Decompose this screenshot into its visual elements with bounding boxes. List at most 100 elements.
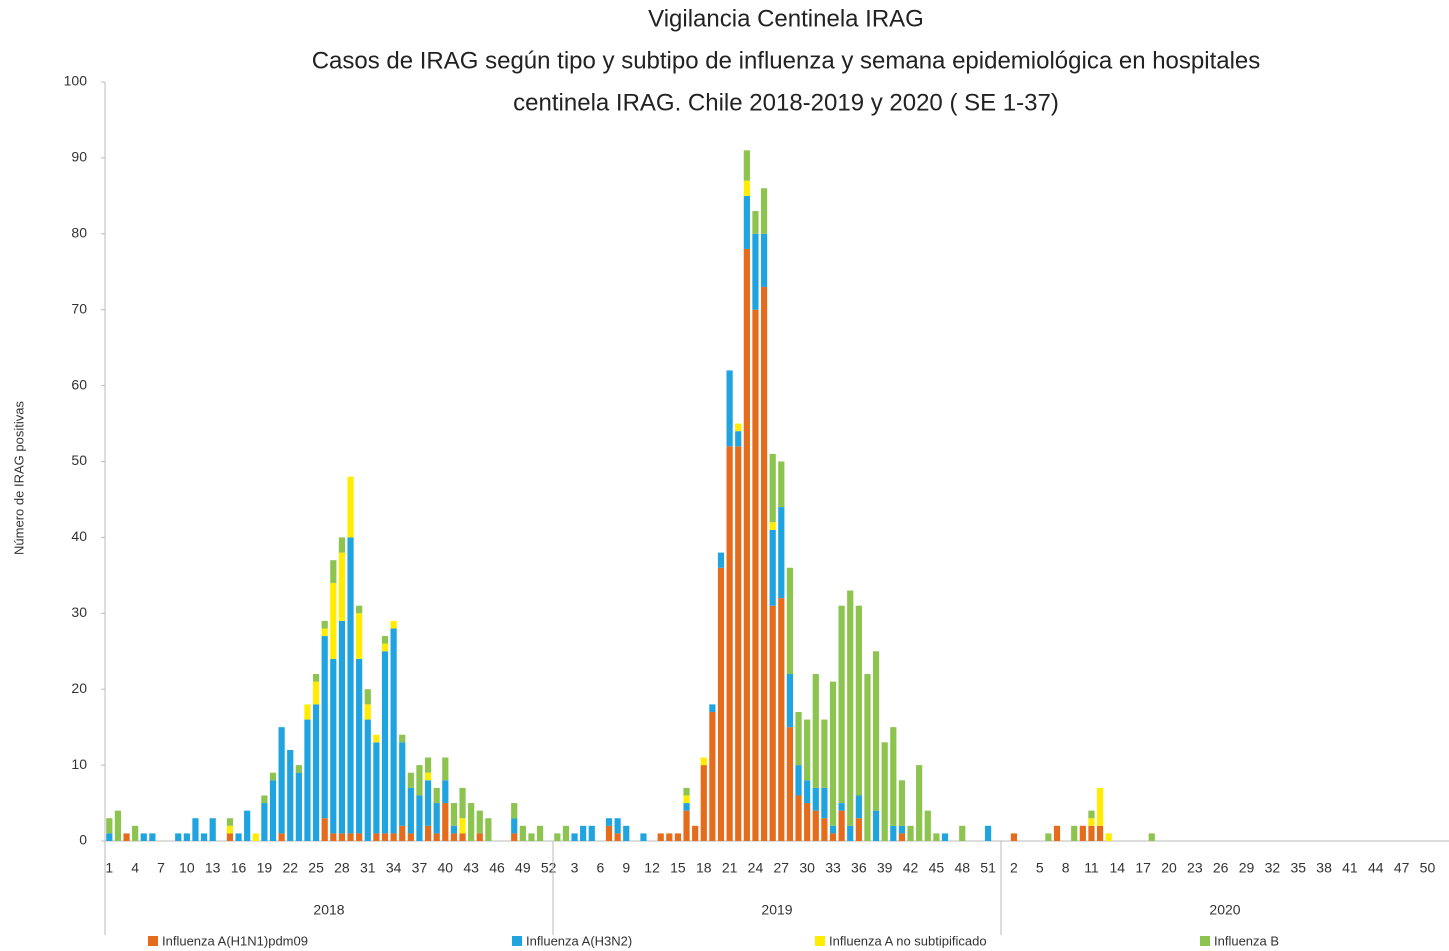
bar-segment xyxy=(407,833,414,841)
x-tick-label: 36 xyxy=(851,860,867,876)
bar-segment xyxy=(261,795,268,804)
bar-segment xyxy=(571,833,578,841)
bar-segment xyxy=(356,605,363,614)
bar-segment xyxy=(717,552,725,568)
x-tick-label: 14 xyxy=(1110,860,1126,876)
bar-segment xyxy=(364,704,371,720)
bar-segment xyxy=(898,833,906,841)
bar-segment xyxy=(760,233,768,287)
x-tick-label: 18 xyxy=(696,860,712,876)
bar-segment xyxy=(821,787,828,819)
bar-segment xyxy=(381,833,389,841)
x-tick-label: 47 xyxy=(1394,860,1410,876)
bar-segment xyxy=(226,818,234,826)
bar-segment xyxy=(149,833,156,841)
bar-segment xyxy=(381,643,389,652)
bar-segment xyxy=(356,658,363,834)
bar-segment xyxy=(872,651,880,811)
chart-title: Vigilancia Centinela IRAG xyxy=(648,5,924,32)
bar-segment xyxy=(829,833,837,841)
bar-segment xyxy=(390,628,397,834)
bar-segment xyxy=(321,628,328,637)
bar-segment xyxy=(683,803,690,811)
bar-segment xyxy=(1088,818,1095,826)
bar-segment xyxy=(407,787,414,834)
bar-segment xyxy=(838,803,845,811)
y-tick-label: 60 xyxy=(71,376,87,392)
bar-segment xyxy=(373,833,380,841)
chart-title: centinela IRAG. Chile 2018-2019 y 2020 (… xyxy=(513,89,1059,116)
y-axis-label: Número de IRAG positivas xyxy=(11,401,26,555)
bar-segment xyxy=(743,248,750,842)
bar-segment xyxy=(183,833,190,841)
legend-swatch xyxy=(512,936,522,946)
bar-segment xyxy=(692,825,699,841)
bar-segment xyxy=(1148,833,1155,841)
bar-segment xyxy=(106,833,113,841)
bar-segment xyxy=(933,833,940,841)
bar-segment xyxy=(132,825,139,841)
bar-segment xyxy=(743,150,750,181)
bar-segment xyxy=(743,180,750,196)
bar-segment xyxy=(381,636,389,644)
bar-segment xyxy=(821,818,828,841)
bar-segment xyxy=(424,772,432,781)
bar-segment xyxy=(519,825,526,841)
legend-label: Influenza B xyxy=(1214,933,1279,948)
bar-segment xyxy=(605,818,613,826)
x-tick-label: 40 xyxy=(438,860,454,876)
bar-segment xyxy=(200,833,208,841)
bar-segment xyxy=(278,727,285,834)
bar-segment xyxy=(984,825,992,841)
bar-segment xyxy=(812,674,819,788)
bar-segment xyxy=(640,833,647,841)
y-tick-label: 50 xyxy=(71,452,87,468)
bar-segment xyxy=(140,833,147,841)
x-tick-label: 25 xyxy=(308,860,324,876)
bar-segment xyxy=(916,765,923,841)
x-tick-label: 29 xyxy=(1239,860,1255,876)
bar-segment xyxy=(1088,810,1095,819)
bar-segment xyxy=(321,620,328,629)
bar-segment xyxy=(364,719,371,841)
bar-segment xyxy=(760,286,768,841)
x-tick-label: 44 xyxy=(1368,860,1384,876)
bar-segment xyxy=(399,742,406,826)
bar-segment xyxy=(812,810,819,841)
bar-segment xyxy=(1079,825,1086,841)
bar-segment xyxy=(433,833,440,841)
y-tick-label: 40 xyxy=(71,528,87,544)
x-tick-label: 17 xyxy=(1135,860,1151,876)
x-tick-label: 48 xyxy=(954,860,970,876)
x-tick-label: 42 xyxy=(903,860,919,876)
bar-segment xyxy=(338,537,346,553)
bar-segment xyxy=(769,522,776,530)
x-tick-label: 1 xyxy=(105,860,113,876)
x-tick-label: 39 xyxy=(877,860,893,876)
bar-segment xyxy=(433,803,440,834)
bar-segment xyxy=(390,620,397,629)
bar-segment xyxy=(1045,833,1052,841)
bar-segment xyxy=(838,810,845,841)
bar-segment xyxy=(795,711,802,766)
bar-segment xyxy=(373,734,380,743)
y-tick-label: 20 xyxy=(71,680,87,696)
legend-label: Influenza A no subtipificado xyxy=(829,933,987,948)
bar-segment xyxy=(330,833,337,841)
bar-segment xyxy=(459,833,466,841)
x-tick-label: 26 xyxy=(1213,860,1229,876)
bar-segment xyxy=(442,780,449,804)
x-tick-label: 45 xyxy=(929,860,945,876)
bar-segment xyxy=(485,818,492,841)
x-tick-label: 6 xyxy=(596,860,604,876)
bar-segment xyxy=(847,825,854,841)
bar-segment xyxy=(511,833,518,841)
bar-segment xyxy=(356,833,363,841)
legend-label: Influenza A(H3N2) xyxy=(526,933,632,948)
x-tick-label: 46 xyxy=(489,860,505,876)
bar-segment xyxy=(683,810,690,841)
y-tick-label: 30 xyxy=(71,604,87,620)
bar-segment xyxy=(287,749,294,841)
bar-segment xyxy=(1096,825,1104,841)
